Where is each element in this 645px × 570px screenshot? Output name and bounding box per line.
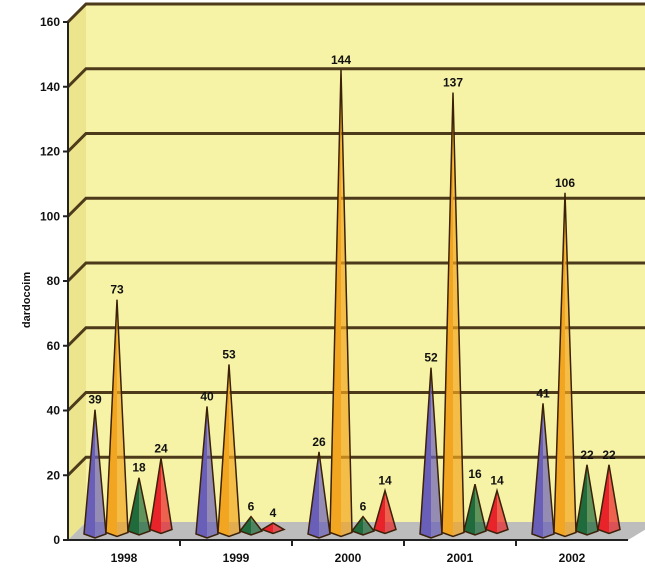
x-tick-label: 1998 <box>111 551 138 565</box>
gridline <box>66 67 645 88</box>
cone-outline <box>463 484 487 536</box>
data-label: 73 <box>110 283 124 297</box>
data-label: 24 <box>154 441 168 455</box>
data-label: 41 <box>536 386 550 400</box>
cone-mark <box>149 458 173 535</box>
data-label: 40 <box>200 390 214 404</box>
data-label: 14 <box>490 474 504 488</box>
data-label: 106 <box>555 176 575 190</box>
y-tick-label: 0 <box>53 533 60 547</box>
cone-mark <box>307 451 331 539</box>
cone-outline <box>307 451 331 539</box>
cone-outline <box>217 364 241 538</box>
data-label: 26 <box>312 435 326 449</box>
y-tick-label: 60 <box>47 339 61 353</box>
cone-outline <box>149 458 173 535</box>
cone-outline <box>329 69 353 538</box>
chart-marks: 39 73 18 24 40 53 6 4 26 144 6 14 52 137 16 14 41 106 22 22 <box>83 53 621 539</box>
cone-outline <box>441 92 465 538</box>
cone-outline <box>350 515 376 536</box>
y-tick-label: 40 <box>47 404 61 418</box>
cone-outline <box>553 192 577 538</box>
cone-mark <box>597 464 621 535</box>
data-label: 6 <box>360 500 367 514</box>
x-tick-label: 1999 <box>223 551 250 565</box>
cone-shade <box>273 523 284 534</box>
data-label: 39 <box>88 393 102 407</box>
data-label: 22 <box>602 448 616 462</box>
x-tick-label: 2001 <box>447 551 474 565</box>
x-axis: 1998 1999 2000 2001 2002 <box>68 539 628 565</box>
data-label: 52 <box>424 351 438 365</box>
cone-outline <box>419 367 443 539</box>
y-tick-label: 120 <box>40 145 60 159</box>
cone-outline <box>373 487 397 535</box>
gridline <box>66 455 645 477</box>
cone-outline <box>105 299 129 538</box>
cone-outline <box>127 477 151 536</box>
data-label: 4 <box>270 506 277 520</box>
cone-face <box>262 523 273 534</box>
cone-outline <box>485 487 509 535</box>
x-tick-label: 2002 <box>559 551 586 565</box>
data-label: 16 <box>468 467 482 481</box>
data-label: 6 <box>248 500 255 514</box>
cone-outline <box>83 409 107 539</box>
y-tick-label: 160 <box>40 15 60 29</box>
cone-mark <box>83 409 107 539</box>
data-label: 18 <box>132 461 146 475</box>
gridline <box>66 2 645 24</box>
data-label: 14 <box>378 474 392 488</box>
cone-mark <box>463 484 487 536</box>
gridlines <box>66 2 645 477</box>
cone-mark <box>553 192 577 538</box>
cone-mark <box>105 299 129 538</box>
gridline <box>66 391 645 412</box>
cone-outline <box>238 515 264 536</box>
y-axis-title: dardocoim <box>21 272 33 328</box>
cone-mark <box>127 477 151 536</box>
cone-outline <box>531 403 555 539</box>
y-tick-label: 80 <box>47 274 61 288</box>
data-label: 53 <box>222 347 236 361</box>
gridline <box>66 196 645 218</box>
cone-mark <box>575 464 599 536</box>
y-tick-label: 100 <box>40 209 60 223</box>
cone-mark <box>217 364 241 538</box>
cone-mark <box>195 406 219 539</box>
gridline <box>66 261 645 283</box>
cone-mark <box>485 487 509 535</box>
cone-mark <box>419 367 443 539</box>
y-tick-label: 140 <box>40 80 60 94</box>
y-tick-label: 20 <box>47 468 61 482</box>
cone-outline <box>260 522 286 535</box>
cone-mark <box>373 487 397 535</box>
cone-outline <box>597 464 621 535</box>
data-label: 137 <box>443 75 463 89</box>
data-label: 144 <box>331 53 351 67</box>
gridline <box>66 132 645 153</box>
data-label: 22 <box>580 448 594 462</box>
cone-outline <box>195 406 219 539</box>
cone-mark <box>260 522 286 535</box>
cone-mark <box>441 92 465 538</box>
cone-mark <box>531 403 555 539</box>
cone-mark <box>350 515 376 536</box>
cone-mark <box>329 69 353 538</box>
x-tick-label: 2000 <box>335 551 362 565</box>
gridline <box>66 326 645 347</box>
cone-mark <box>238 515 264 536</box>
cone-outline <box>575 464 599 536</box>
y-axis: 0 20 40 60 80 100 120 140 160 <box>40 15 69 547</box>
